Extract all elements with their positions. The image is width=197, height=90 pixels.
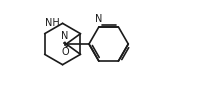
Text: O: O — [61, 47, 69, 57]
Text: N: N — [61, 31, 69, 41]
Text: NH: NH — [45, 18, 60, 28]
Text: N: N — [95, 14, 102, 24]
